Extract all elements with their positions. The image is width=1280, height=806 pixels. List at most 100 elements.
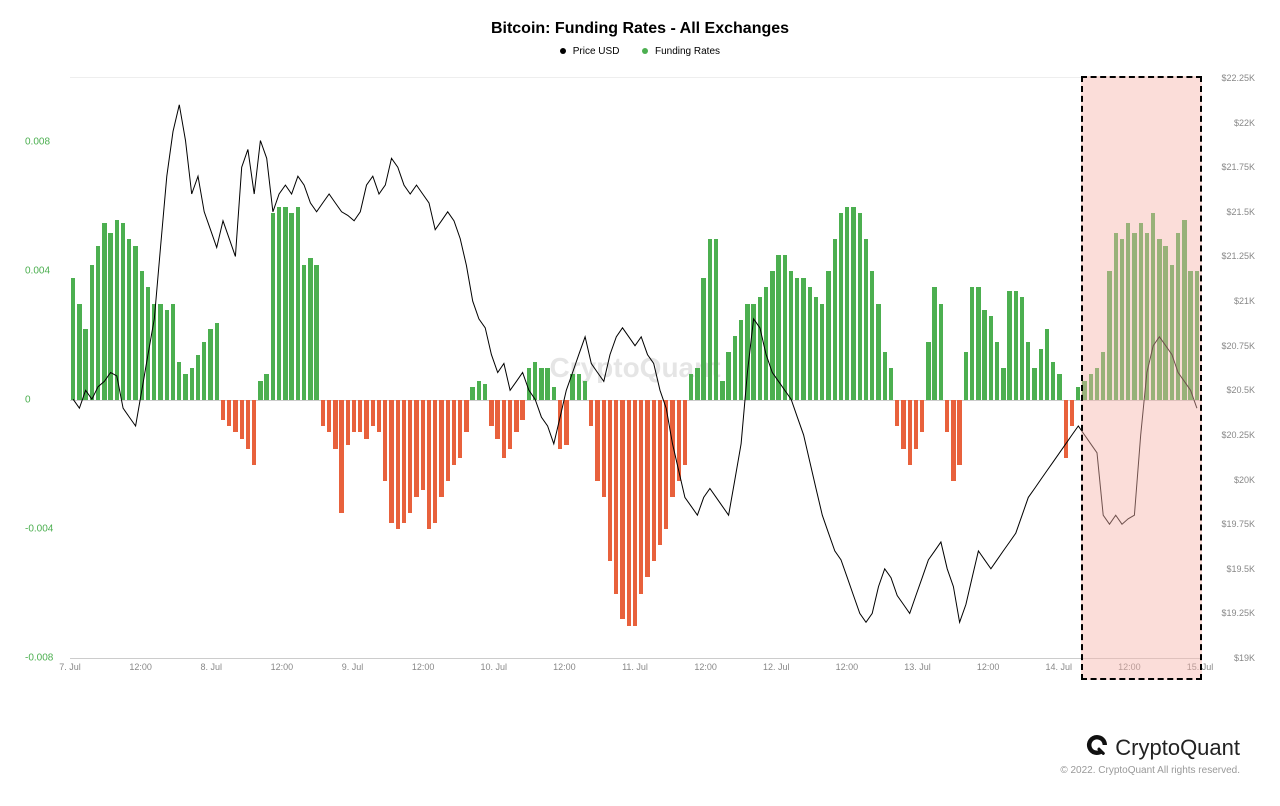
funding-bar [77, 304, 81, 401]
x-tick: 9. Jul [342, 662, 364, 672]
y-right-tick: $20.5K [1226, 385, 1255, 395]
funding-bar [577, 374, 581, 400]
x-tick: 12. Jul [763, 662, 790, 672]
x-tick: 15. Jul [1187, 662, 1214, 672]
funding-bar [776, 255, 780, 400]
funding-bar [783, 255, 787, 400]
legend-funding: Funding Rates [642, 46, 720, 57]
funding-bar [1001, 368, 1005, 400]
funding-bar [951, 400, 955, 481]
funding-bar [1045, 329, 1049, 400]
funding-bar [346, 400, 350, 445]
funding-bar [1145, 233, 1149, 401]
funding-bar [196, 355, 200, 400]
funding-bar [283, 207, 287, 400]
funding-bar [714, 239, 718, 400]
funding-bar [627, 400, 631, 626]
funding-bar [801, 278, 805, 400]
y-left-tick: -0.004 [25, 524, 53, 535]
y-right-tick: $22K [1234, 118, 1255, 128]
y-right-tick: $19.5K [1226, 564, 1255, 574]
funding-bar [995, 342, 999, 400]
funding-bar [121, 223, 125, 400]
funding-bar [115, 220, 119, 400]
funding-bar [1163, 246, 1167, 401]
funding-bar [689, 374, 693, 400]
x-tick: 10. Jul [480, 662, 507, 672]
funding-bar [901, 400, 905, 448]
funding-bar [396, 400, 400, 529]
funding-bar [302, 265, 306, 400]
funding-bar [358, 400, 362, 432]
funding-bar [1057, 374, 1061, 400]
funding-bar [83, 329, 87, 400]
funding-bar [701, 278, 705, 400]
funding-bar [683, 400, 687, 464]
funding-bar [633, 400, 637, 626]
funding-bar [1076, 387, 1080, 400]
funding-bar [520, 400, 524, 419]
funding-bar [1014, 291, 1018, 401]
x-tick: 12:00 [694, 662, 717, 672]
funding-bar [489, 400, 493, 426]
funding-bar [1032, 368, 1036, 400]
plot-area: CryptoQuant -0.008-0.00400.0040.008$19K$… [70, 77, 1200, 659]
funding-bar [908, 400, 912, 464]
funding-bar [158, 304, 162, 401]
funding-bar [364, 400, 368, 439]
funding-bar [895, 400, 899, 426]
funding-bar [190, 368, 194, 400]
legend-price: Price USD [560, 46, 619, 57]
funding-bar [858, 213, 862, 400]
funding-bar [957, 400, 961, 464]
x-tick: 12:00 [977, 662, 1000, 672]
funding-bar [152, 304, 156, 401]
funding-bar [726, 352, 730, 400]
y-left-tick: 0.008 [25, 137, 50, 148]
copyright: © 2022. CryptoQuant All rights reserved. [1060, 765, 1240, 776]
y-right-tick: $20K [1234, 475, 1255, 485]
funding-bar [976, 287, 980, 400]
y-right-tick: $19.25K [1221, 608, 1255, 618]
funding-bar [851, 207, 855, 400]
funding-bar [1020, 297, 1024, 400]
funding-bar [208, 329, 212, 400]
funding-bar [327, 400, 331, 432]
funding-bar [795, 278, 799, 400]
funding-bar [1139, 223, 1143, 400]
funding-bar [264, 374, 268, 400]
funding-bar [446, 400, 450, 481]
funding-bar [1051, 362, 1055, 401]
funding-bar [1120, 239, 1124, 400]
funding-bar [1157, 239, 1161, 400]
legend-price-label: Price USD [573, 46, 620, 57]
brand: CryptoQuant [1060, 733, 1240, 763]
x-tick: 12:00 [412, 662, 435, 672]
funding-bar [271, 213, 275, 400]
y-left-tick: -0.008 [25, 653, 53, 664]
funding-bar [939, 304, 943, 401]
funding-bar [639, 400, 643, 593]
funding-bar [258, 381, 262, 400]
funding-bar [645, 400, 649, 577]
x-tick: 13. Jul [904, 662, 931, 672]
funding-bar [458, 400, 462, 458]
funding-bar [352, 400, 356, 432]
funding-bar [620, 400, 624, 619]
funding-bar [745, 304, 749, 401]
funding-bar [1026, 342, 1030, 400]
funding-bar [527, 368, 531, 400]
funding-bar [321, 400, 325, 426]
funding-bar [339, 400, 343, 513]
funding-bar [876, 304, 880, 401]
funding-bar [202, 342, 206, 400]
funding-bar [127, 239, 131, 400]
funding-bar [658, 400, 662, 545]
legend: Price USD Funding Rates [20, 46, 1260, 57]
x-tick: 14. Jul [1045, 662, 1072, 672]
x-tick: 12:00 [271, 662, 294, 672]
funding-bar [1107, 271, 1111, 400]
funding-bar [1126, 223, 1130, 400]
funding-bar [171, 304, 175, 401]
funding-bar [371, 400, 375, 426]
